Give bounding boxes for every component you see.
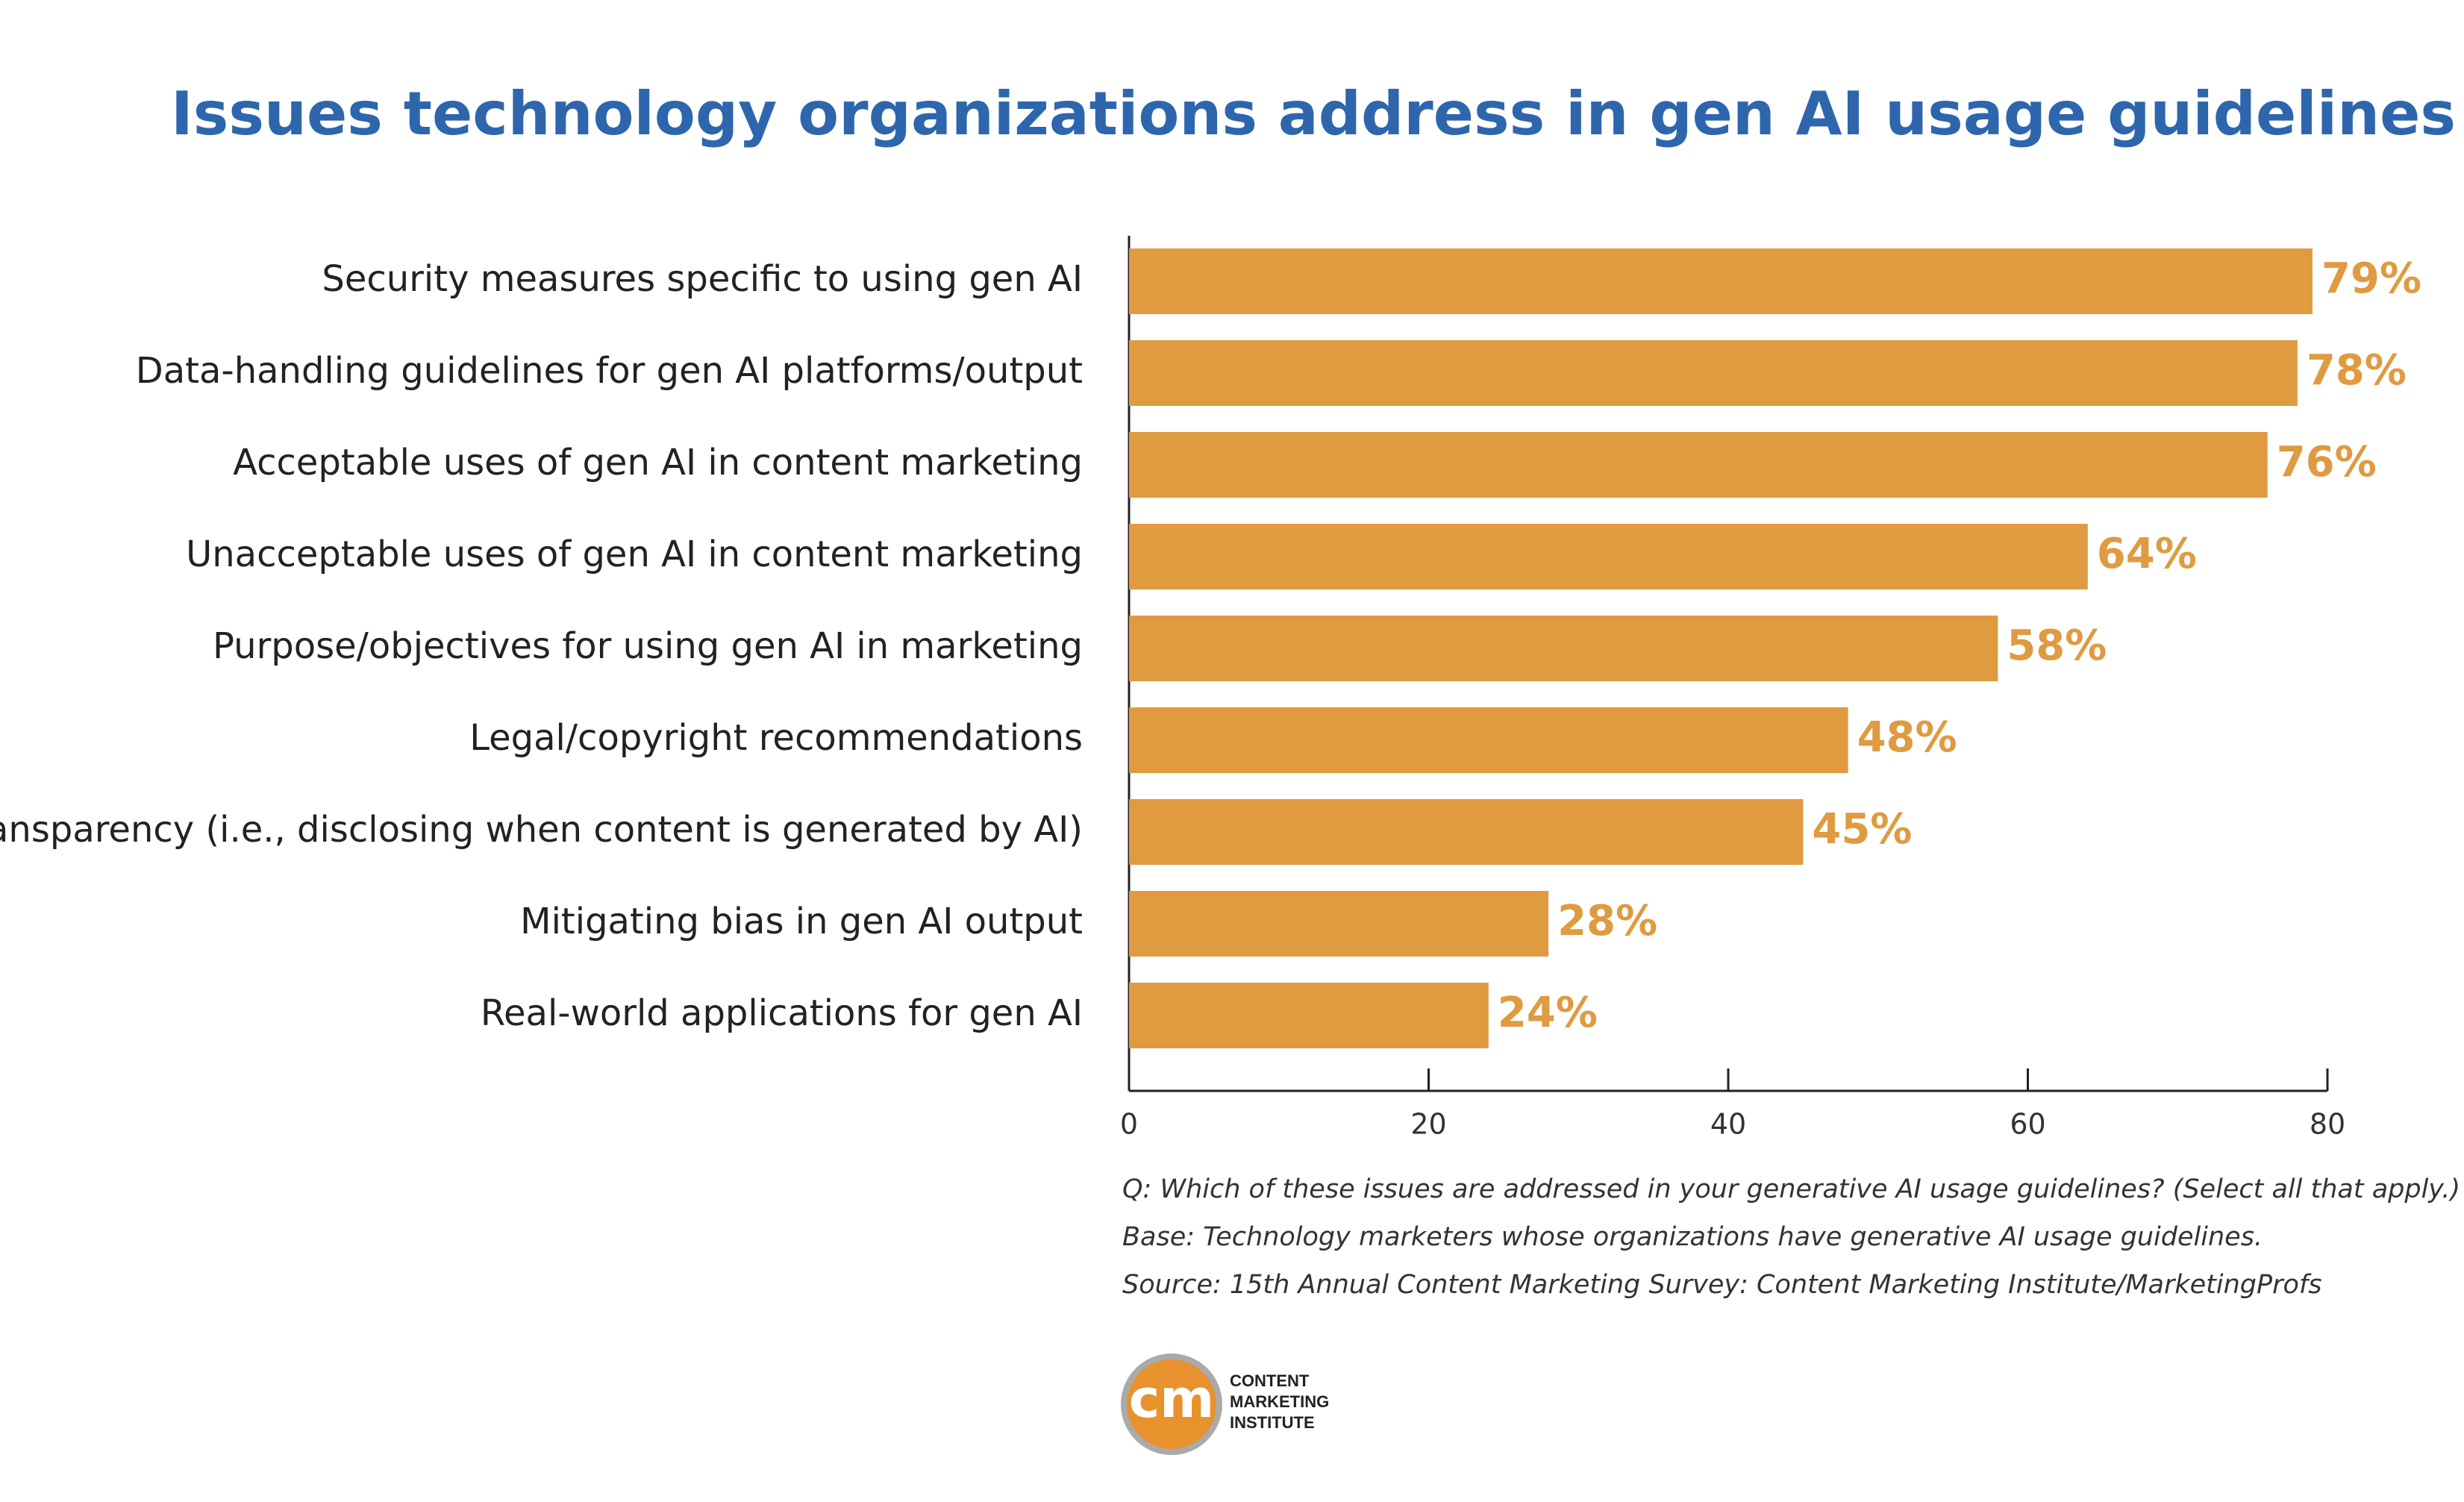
bar <box>1129 799 1804 865</box>
x-tick-label: 0 <box>1120 1108 1138 1141</box>
x-tick-label: 20 <box>1410 1108 1446 1141</box>
note: Source: 15th Annual Content Marketing Su… <box>1122 1270 2321 1300</box>
x-tick-label: 40 <box>1710 1108 1746 1141</box>
value-label: 79% <box>2321 254 2421 303</box>
value-label: 58% <box>2007 622 2107 670</box>
y-tick-label: Unacceptable uses of gen AI in content m… <box>186 533 1083 575</box>
value-label: 28% <box>1557 897 1657 945</box>
value-label: 76% <box>2277 438 2377 486</box>
y-tick-label: Purpose/objectives for using gen AI in m… <box>213 625 1083 667</box>
logo-circle <box>1121 1354 1222 1455</box>
logo-text: CONTENT <box>1230 1371 1310 1390</box>
bar <box>1129 983 1489 1048</box>
note: Q: Which of these issues are addressed i… <box>1122 1174 2460 1204</box>
bar <box>1129 707 1848 773</box>
logo-mark: cm <box>1129 1368 1214 1430</box>
value-label: 78% <box>2307 346 2407 395</box>
bar <box>1129 524 2088 589</box>
logo-text: INSTITUTE <box>1230 1413 1315 1432</box>
y-tick-label: Transparency (i.e., disclosing when cont… <box>0 809 1083 851</box>
y-tick-label: Real-world applications for gen AI <box>481 992 1083 1034</box>
value-label: 45% <box>1812 805 1912 854</box>
y-tick-label: Legal/copyright recommendations <box>469 717 1083 759</box>
value-label: 48% <box>1857 713 1957 762</box>
value-label: 64% <box>2097 530 2197 578</box>
x-tick-label: 80 <box>2310 1108 2345 1141</box>
bar <box>1129 616 1998 681</box>
x-tick-label: 60 <box>2010 1108 2045 1141</box>
logo-text: MARKETING <box>1230 1392 1329 1411</box>
y-tick-label: Acceptable uses of gen AI in content mar… <box>233 442 1083 484</box>
note: Base: Technology marketers whose organiz… <box>1122 1222 2263 1252</box>
y-tick-label: Security measures specific to using gen … <box>322 258 1083 300</box>
chart-title: Issues technology organizations address … <box>171 79 2456 148</box>
value-label: 24% <box>1498 989 1598 1037</box>
bar <box>1129 891 1549 957</box>
bar <box>1129 340 2298 406</box>
bar <box>1129 248 2313 314</box>
bar <box>1129 432 2268 498</box>
y-tick-label: Data-handling guidelines for gen AI plat… <box>136 350 1083 392</box>
logo: cm CONTENT MARKETING INSTITUTE <box>1121 1354 1329 1455</box>
y-tick-label: Mitigating bias in gen AI output <box>520 901 1083 942</box>
